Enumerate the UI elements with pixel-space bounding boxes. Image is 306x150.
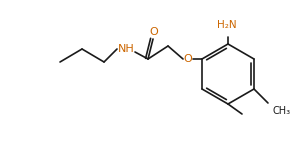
Text: O: O <box>150 27 159 37</box>
Text: NH: NH <box>118 44 134 54</box>
Text: O: O <box>184 54 192 64</box>
Text: H₂N: H₂N <box>217 20 237 30</box>
Text: CH₃: CH₃ <box>273 106 291 116</box>
